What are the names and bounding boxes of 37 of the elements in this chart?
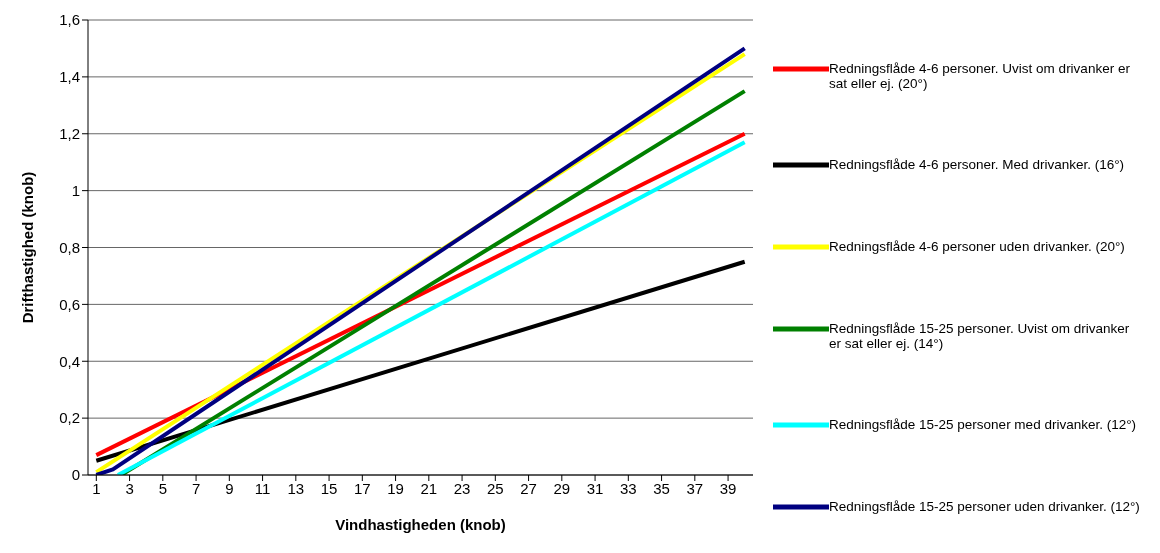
y-tick-label: 0,2: [59, 409, 80, 427]
x-tick-label: 29: [553, 479, 571, 497]
y-tick-label: 1,2: [59, 125, 80, 143]
x-tick-label: 7: [191, 479, 201, 497]
legend-label: Redningsflåde 4-6 personer. Uvist om drivanker er sat eller ej. (20°): [829, 61, 1131, 91]
x-tick-label: 27: [520, 479, 537, 497]
legend-label: Redningsflåde 4-6 personer. Med drivanker. (16°): [829, 157, 1125, 172]
legend-label: Redningsflåde 15-25 personer. Uvist om drivanker er sat eller ej. (14°): [829, 321, 1131, 351]
y-tick-label: 0,6: [59, 295, 80, 313]
y-tick-label: 1,4: [59, 68, 80, 86]
x-tick-label: 33: [619, 479, 637, 497]
x-tick-label: 3: [125, 479, 134, 497]
x-tick-label: 31: [586, 479, 604, 497]
x-tick-label: 5: [158, 479, 167, 497]
legend-label: Redningsflåde 4-6 personer uden drivanker. (20°): [829, 239, 1125, 254]
x-tick-label: 39: [719, 479, 737, 497]
legend-label: Redningsflåde 15-25 personer med drivanker. (12°): [829, 417, 1137, 432]
y-tick-label: 0,8: [59, 238, 80, 256]
x-tick-label: 25: [486, 479, 504, 497]
y-axis-title: Drifthastighed (knob): [19, 171, 37, 324]
x-axis-title: Vindhastigheden (knob): [335, 516, 506, 533]
y-tick-label: 0,4: [59, 352, 80, 370]
y-tick-label: 0: [71, 466, 80, 484]
y-tick-label: 1,6: [59, 11, 80, 29]
legend-label: Redningsflåde 15-25 personer uden drivanker. (12°): [829, 499, 1140, 514]
x-tick-label: 21: [420, 479, 438, 497]
x-tick-label: 37: [686, 479, 704, 497]
x-tick-label: 9: [225, 479, 234, 497]
x-tick-label: 19: [387, 479, 404, 497]
x-tick-label: 11: [254, 479, 271, 497]
x-tick-label: 13: [287, 479, 305, 497]
y-tick-label: 1: [71, 181, 80, 199]
x-tick-label: 17: [353, 479, 371, 497]
x-tick-label: 15: [320, 479, 338, 497]
x-tick-label: 1: [92, 479, 101, 497]
x-tick-label: 35: [653, 479, 670, 497]
x-tick-label: 23: [453, 479, 471, 497]
